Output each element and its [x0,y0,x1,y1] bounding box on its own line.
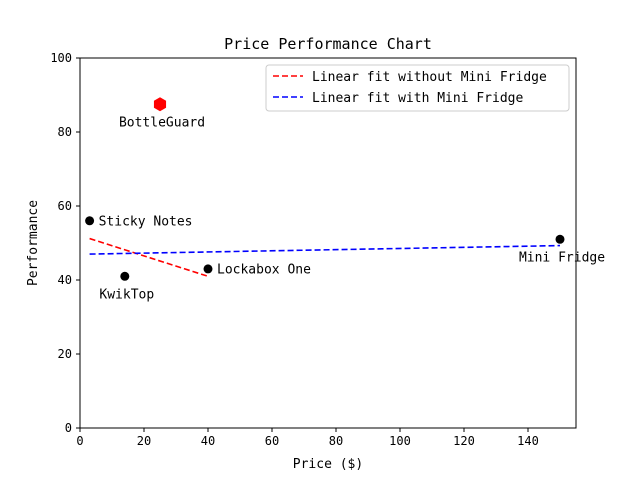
x-tick-label: 100 [389,434,411,448]
point-lockabox-one [203,264,213,274]
x-tick-label: 40 [201,434,215,448]
data-points: Sticky Notes KwikTop Lockabox One BottleGua… [85,97,605,302]
x-tick-label: 120 [453,434,475,448]
point-label-mini-fridge: Mini Fridge [519,250,605,265]
fit-line-linear-fit-without-mini-fridge [89,237,209,278]
y-tick-label: 0 [65,421,72,435]
legend-label-without-mini-fridge: Linear fit without Mini Fridge [312,70,547,85]
x-tick-label: 0 [76,434,83,448]
point-mini-fridge [555,234,565,244]
x-axis-title: Price ($) [293,457,363,472]
y-axis-title: Performance [26,200,41,286]
chart-title: Price Performance Chart [224,35,432,53]
legend-label-with-mini-fridge: Linear fit with Mini Fridge [312,91,523,106]
point-label-lockabox-one: Lockabox One [217,262,311,277]
x-tick-label: 80 [329,434,343,448]
legend: Linear fit without Mini Fridge Linear fi… [265,64,570,112]
x-tick-label: 140 [517,434,539,448]
point-label-sticky-notes: Sticky Notes [99,214,193,229]
fit-lines [89,237,561,278]
point-kwiktop [120,271,130,281]
point-label-kwiktop: KwikTop [99,287,154,302]
y-tick-label: 100 [50,51,72,65]
legend-box [265,64,570,112]
x-axis-ticks: 0 20 40 60 80 100 120 140 [76,428,539,448]
x-tick-label: 20 [137,434,151,448]
y-axis-ticks: 0 20 40 60 80 100 [50,51,80,435]
y-tick-label: 60 [58,199,72,213]
y-tick-label: 20 [58,347,72,361]
y-tick-label: 80 [58,125,72,139]
point-sticky-notes [85,216,95,226]
point-label-bottleguard: BottleGuard [119,115,205,130]
fit-line-linear-fit-with-mini-fridge [89,244,561,255]
y-tick-label: 40 [58,273,72,287]
axes-frame [79,57,577,429]
point-bottleguard [153,97,167,112]
x-tick-label: 60 [265,434,279,448]
